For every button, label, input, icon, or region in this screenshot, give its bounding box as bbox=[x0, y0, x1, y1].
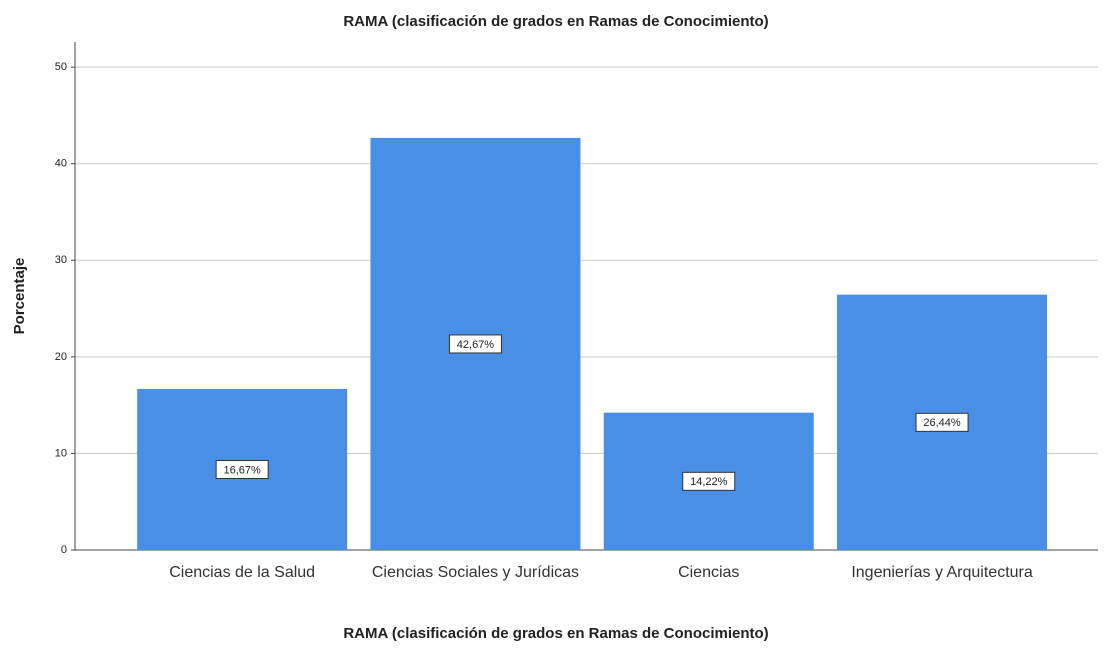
value-label-box bbox=[215, 460, 269, 480]
chart-title: RAMA (clasificación de grados en Ramas d… bbox=[343, 13, 768, 30]
x-tick-label: Ingenierías y Arquitectura bbox=[851, 564, 1033, 581]
value-label: 16,67% bbox=[223, 464, 261, 476]
value-label: 42,67% bbox=[457, 339, 495, 351]
x-axis-title: RAMA (clasificación de grados en Ramas d… bbox=[343, 625, 768, 642]
y-axis-title: Porcentaje bbox=[11, 258, 28, 335]
y-tick-label: 10 bbox=[55, 447, 67, 459]
x-tick-label: Ciencias de la Salud bbox=[169, 564, 316, 581]
y-tick-label: 20 bbox=[55, 351, 67, 363]
y-tick-label: 50 bbox=[55, 61, 67, 73]
y-tick-label: 30 bbox=[55, 254, 67, 266]
value-label-box bbox=[448, 334, 502, 354]
value-label-box bbox=[915, 412, 969, 432]
value-label: 14,22% bbox=[690, 476, 728, 488]
value-label: 26,44% bbox=[923, 417, 961, 429]
x-tick-label: Ciencias bbox=[678, 564, 740, 581]
y-tick-label: 40 bbox=[55, 158, 67, 170]
y-tick-label: 0 bbox=[61, 544, 67, 556]
x-tick-label: Ciencias Sociales y Jurídicas bbox=[371, 564, 580, 581]
value-label-box bbox=[682, 471, 736, 491]
